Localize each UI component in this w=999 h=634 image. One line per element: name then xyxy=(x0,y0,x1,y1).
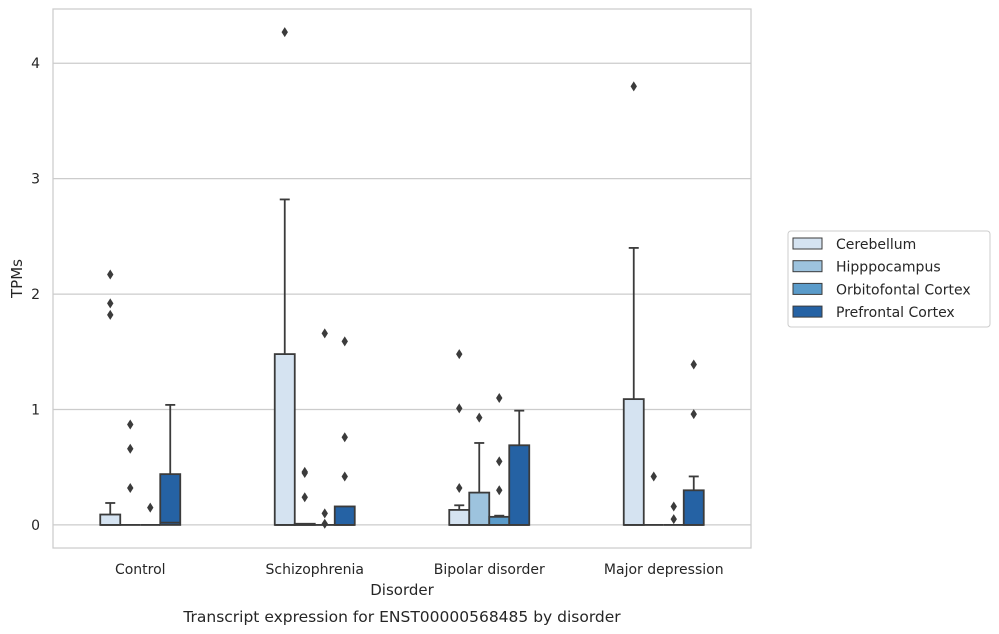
box xyxy=(448,509,471,526)
outlier-point xyxy=(107,298,114,309)
outlier-point xyxy=(321,508,328,519)
box-plot xyxy=(508,409,531,526)
outlier-point xyxy=(630,81,637,92)
boxes xyxy=(99,27,705,529)
outlier-point xyxy=(670,514,677,525)
gridlines xyxy=(53,62,751,526)
outlier-point xyxy=(690,359,697,370)
outlier-point xyxy=(107,269,114,280)
box-plot xyxy=(448,349,471,526)
outlier-point xyxy=(670,501,677,512)
box xyxy=(508,444,531,526)
outlier-point xyxy=(496,392,503,403)
outlier-point xyxy=(476,412,483,423)
box-plot xyxy=(273,27,296,526)
outlier-point xyxy=(341,432,348,443)
y-tick-label: 4 xyxy=(31,56,40,72)
box-plot xyxy=(488,392,511,526)
box-plot xyxy=(159,403,182,526)
outlier-point xyxy=(127,443,134,454)
outlier-point xyxy=(301,492,308,503)
y-tick-label: 3 xyxy=(31,172,40,188)
box-plot xyxy=(468,412,491,526)
box-plot xyxy=(293,466,316,526)
legend-swatch xyxy=(792,237,823,250)
outlier-point xyxy=(341,336,348,347)
outlier-point xyxy=(341,471,348,482)
box-plot xyxy=(663,501,684,526)
box-plot xyxy=(682,359,705,526)
legend-entry: Orbitofontal Cortex xyxy=(836,282,971,298)
box xyxy=(682,489,705,526)
y-tick-label: 2 xyxy=(31,287,40,303)
x-tick-label: Control xyxy=(115,562,166,578)
x-tick-labels: Control Schizophrenia Bipolar disorder Majo… xyxy=(115,562,724,578)
box-plot xyxy=(120,419,141,526)
x-tick-label: Schizophrenia xyxy=(266,562,364,578)
box-plot xyxy=(99,269,122,526)
outlier-point xyxy=(107,309,114,320)
legend-frame xyxy=(787,230,991,328)
plot-frame xyxy=(52,8,752,549)
legend-entry: Cerebellum xyxy=(836,237,916,253)
box xyxy=(99,513,122,526)
y-tick-label: 1 xyxy=(31,402,40,418)
box xyxy=(488,515,511,526)
y-tick-label: 0 xyxy=(31,518,40,534)
outlier-point xyxy=(456,482,463,493)
outlier-point xyxy=(321,518,328,529)
chart-caption: Transcript expression for ENST0000056848… xyxy=(182,608,621,626)
outlier-point xyxy=(650,471,657,482)
outlier-point xyxy=(456,349,463,360)
outlier-point xyxy=(127,419,134,430)
outlier-point xyxy=(456,403,463,414)
box xyxy=(468,491,491,526)
box-plot xyxy=(333,336,356,526)
box-plot xyxy=(314,328,335,529)
y-axis-label: TPMs xyxy=(8,259,26,299)
legend-entry: Prefrontal Cortex xyxy=(836,305,955,321)
legend-entry: Hipppocampus xyxy=(836,260,941,276)
outlier-point xyxy=(496,485,503,496)
legend: Cerebellum Hipppocampus Orbitofontal Corte… xyxy=(787,230,991,328)
legend-swatch xyxy=(792,260,823,273)
legend-swatch xyxy=(792,282,823,295)
box-plot xyxy=(643,471,664,526)
outlier-point xyxy=(690,409,697,420)
outlier-point xyxy=(321,328,328,339)
box xyxy=(159,473,182,526)
outlier-point xyxy=(281,27,288,38)
box xyxy=(622,398,645,526)
box-plot xyxy=(140,502,161,526)
box xyxy=(333,505,356,526)
y-tick-labels: 0 1 2 3 4 xyxy=(31,56,40,534)
legend-swatch xyxy=(792,305,823,318)
box-plot xyxy=(622,81,645,526)
outlier-point xyxy=(127,482,134,493)
x-tick-label: Bipolar disorder xyxy=(434,562,545,578)
outlier-point xyxy=(496,456,503,467)
outlier-point xyxy=(301,466,308,477)
x-axis-label: Disorder xyxy=(370,581,434,599)
box xyxy=(273,353,296,526)
x-tick-label: Major depression xyxy=(604,562,724,578)
outlier-point xyxy=(147,502,154,513)
